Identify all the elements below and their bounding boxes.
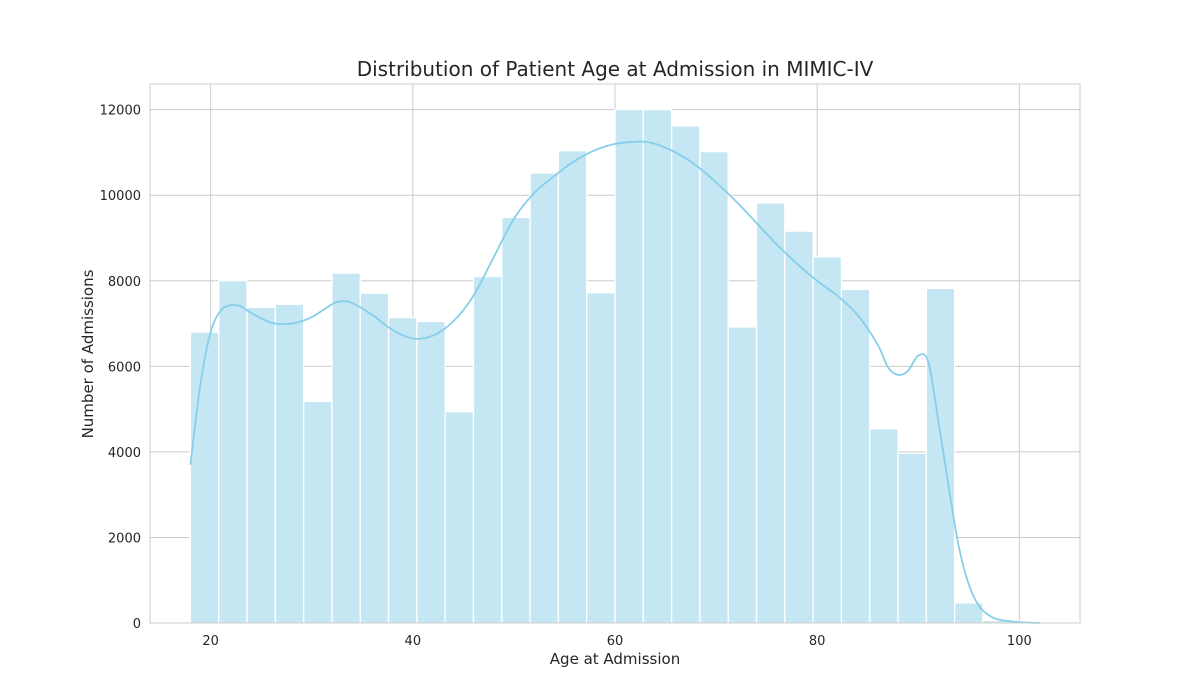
y-axis-label: Number of Admissions	[79, 269, 97, 438]
histogram-bar	[331, 272, 361, 624]
histogram-bar	[586, 292, 616, 624]
histogram-bar	[416, 320, 446, 624]
histogram-bars	[189, 109, 1041, 624]
histogram-bar	[274, 303, 305, 624]
histogram-bar	[869, 428, 899, 624]
histogram-bar	[614, 109, 644, 624]
histogram-bar	[557, 150, 588, 624]
y-tick-label: 6000	[108, 360, 141, 375]
histogram-bar	[840, 288, 871, 624]
histogram-bar	[897, 452, 927, 624]
histogram-bar	[387, 316, 418, 624]
x-tick-label: 40	[405, 634, 422, 649]
histogram-bar	[218, 280, 248, 624]
histogram-bar	[755, 202, 786, 624]
histogram-bar	[359, 292, 390, 624]
y-tick-label: 8000	[108, 275, 141, 290]
histogram-bar	[642, 109, 673, 624]
y-tick-label: 12000	[100, 104, 141, 119]
y-tick-labels: 0 2000 4000 6000 8000 10000 12000	[100, 104, 141, 632]
chart-title: Distribution of Patient Age at Admission…	[357, 57, 874, 81]
histogram-bar	[303, 400, 333, 624]
histogram-bar	[529, 172, 560, 624]
x-tick-label: 80	[809, 634, 826, 649]
plot-area-frame	[149, 83, 1081, 624]
x-axis-label: Age at Admission	[550, 650, 680, 668]
histogram-bar	[189, 331, 220, 624]
histogram-bar	[246, 306, 276, 624]
x-tick-labels: 20 40 60 80 100	[202, 634, 1031, 649]
x-tick-label: 60	[607, 634, 624, 649]
histogram-bar	[444, 411, 475, 624]
kde-curve	[189, 140, 1040, 624]
histogram-bar	[699, 150, 729, 624]
histogram-bar	[784, 230, 814, 624]
x-tick-label: 20	[202, 634, 219, 649]
histogram-bar	[670, 125, 701, 624]
x-tick-label: 100	[1007, 634, 1032, 649]
histogram-bar	[925, 287, 956, 624]
histogram-bar	[812, 256, 843, 624]
histogram-bar	[501, 216, 531, 624]
y-tick-label: 0	[133, 617, 141, 632]
histogram-bar	[727, 326, 758, 624]
y-tick-label: 10000	[100, 189, 141, 204]
histogram-bar	[472, 275, 503, 624]
y-tick-label: 4000	[108, 446, 141, 461]
y-tick-label: 2000	[108, 531, 141, 546]
